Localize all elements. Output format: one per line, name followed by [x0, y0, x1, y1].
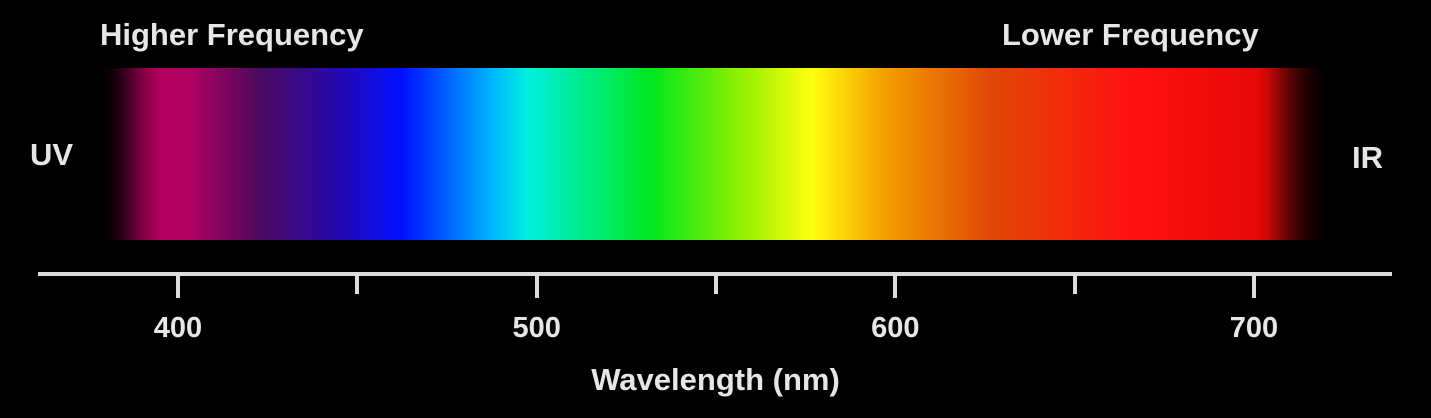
tick-label-700: 700: [1229, 312, 1279, 344]
major-tick-400: [176, 276, 180, 298]
spectrum-fade-right: [1268, 68, 1328, 240]
major-tick-600: [893, 276, 898, 298]
tick-label-500: 500: [512, 312, 561, 344]
minor-tick-650: [1072, 276, 1077, 294]
tick-label-600: 600: [871, 312, 920, 344]
lower-frequency-label: Lower Frequency: [1002, 17, 1259, 52]
spectrum-fade-left: [100, 68, 160, 240]
wavelength-axis-line: [38, 272, 1392, 276]
minor-tick-450: [355, 276, 360, 294]
tick-label-400: 400: [153, 312, 203, 344]
ir-label: IR: [1352, 140, 1383, 175]
uv-label: UV: [30, 137, 74, 172]
higher-frequency-label: Higher Frequency: [100, 17, 364, 52]
visible-spectrum-band: [100, 68, 1328, 240]
minor-tick-550: [714, 276, 718, 294]
wavelength-axis-title: Wavelength (nm): [591, 362, 840, 397]
major-tick-500: [534, 276, 539, 298]
major-tick-700: [1252, 276, 1256, 298]
